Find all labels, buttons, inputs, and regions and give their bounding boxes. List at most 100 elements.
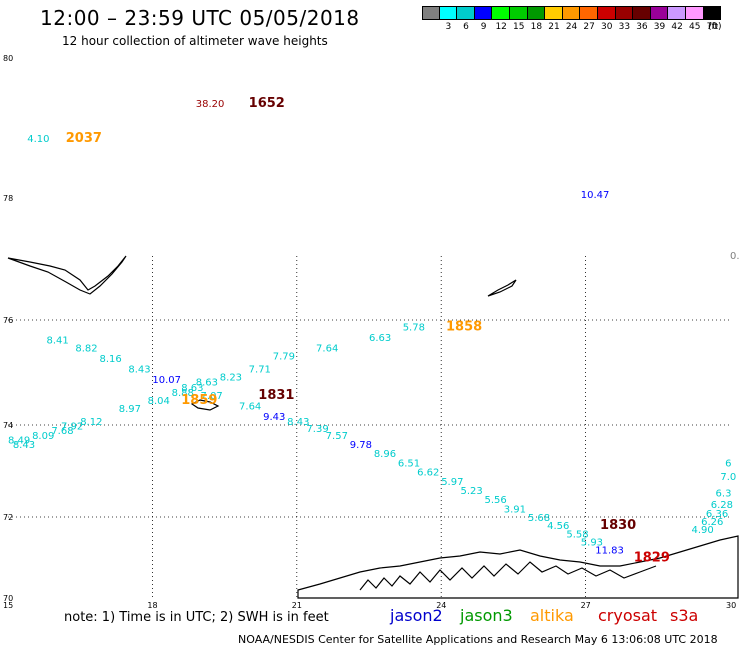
legend-label: 18 — [530, 22, 543, 32]
legend-label: 30 — [601, 22, 613, 32]
units-note: note: 1) Time is in UTC; 2) SWH is in fe… — [64, 610, 329, 625]
wave-height-label: 8.63 — [181, 383, 203, 394]
wave-height-label: 9.43 — [263, 412, 285, 423]
pass-time-label: 1858 — [446, 320, 482, 335]
longitude-label: 27 — [581, 601, 591, 610]
wave-height-label: 8.97 — [119, 404, 141, 415]
wave-height-label: 8.88 — [172, 388, 194, 399]
legend-swatch — [597, 6, 616, 20]
legend-swatch — [685, 6, 704, 20]
wave-height-label: 3.91 — [504, 504, 526, 515]
wave-height-label: 0.5 — [730, 251, 740, 262]
latitude-label: 78 — [3, 194, 13, 203]
legend-swatch — [509, 6, 528, 20]
legend-swatch — [457, 6, 475, 20]
satellite-name: cryosat — [598, 606, 658, 625]
pass-time-label: 1652 — [249, 96, 285, 111]
coastlines — [7, 255, 739, 599]
wave-height-label: 10.07 — [152, 375, 181, 386]
wave-height-label: 6 — [725, 458, 731, 469]
wave-height-label: 6.26 — [701, 517, 723, 528]
legend-label: 21 — [548, 22, 560, 32]
longitude-label: 30 — [726, 601, 736, 610]
satellite-name: altika — [530, 606, 574, 625]
legend-label: 24 — [565, 22, 578, 32]
wave-height-label: 6.51 — [398, 458, 420, 469]
wave-height-label: 6.62 — [417, 468, 439, 479]
legend-swatch — [492, 6, 510, 20]
legend-swatch — [650, 6, 669, 20]
pass-time-label: 2037 — [66, 131, 102, 146]
longitude-label: 21 — [292, 601, 302, 610]
wave-height-label: 5.68 — [528, 513, 550, 524]
legend-label: 39 — [653, 22, 666, 32]
map-title: 12:00 – 23:59 UTC 05/05/2018 — [40, 6, 360, 30]
latitude-label: 74 — [3, 421, 13, 430]
legend-label: 6 — [463, 22, 469, 32]
legend-swatch — [703, 6, 722, 20]
wave-height-label: 8.82 — [75, 344, 97, 355]
wave-height-label: 5.93 — [581, 537, 603, 548]
wave-height-label: 5.97 — [441, 477, 463, 488]
wave-height-label: 7.39 — [306, 424, 328, 435]
legend-label: 33 — [618, 22, 631, 32]
wave-height-label: 5.58 — [566, 529, 588, 540]
wave-height-label: 8.63 — [196, 378, 218, 389]
wave-height-label: 8.96 — [374, 449, 396, 460]
color-legend — [422, 6, 722, 20]
legend-swatch — [562, 6, 581, 20]
wave-height-label: 6.3 — [716, 488, 732, 499]
legend-label: 70 — [706, 22, 719, 32]
wave-height-label: 8.09 — [32, 431, 54, 442]
legend-label: 15 — [513, 22, 525, 32]
legend-label: 42 — [671, 22, 683, 32]
wave-height-label: 7.57 — [326, 431, 348, 442]
satellite-name: jason3 — [460, 606, 513, 625]
norway-fjords — [359, 561, 657, 591]
satellite-name: s3a — [670, 606, 699, 625]
wave-height-label: 7.0 — [720, 472, 736, 483]
wave-height-label: 7.68 — [51, 426, 73, 437]
longitude-label: 15 — [3, 601, 13, 610]
legend-label: 9 — [480, 22, 487, 32]
wave-height-label: 6.28 — [711, 500, 733, 511]
wave-height-label: 4.90 — [691, 525, 713, 536]
credits-footer: NOAA/NESDIS Center for Satellite Applica… — [238, 633, 718, 646]
wave-height-label: 8.04 — [148, 396, 170, 407]
wave-height-label: 9.78 — [350, 440, 372, 451]
legend-swatch — [422, 6, 440, 20]
legend-swatch — [439, 6, 458, 20]
latitude-label: 76 — [3, 316, 13, 325]
wave-height-label: 7.92 — [61, 422, 83, 433]
wave-height-label: 6.63 — [369, 333, 391, 344]
wave-observations: 38.20 1652 4.10 2037 10.47 0.5 5.78 1858 6.63 8.4… — [8, 96, 740, 566]
wave-height-label: 5.56 — [485, 495, 507, 506]
pass-time-label: 1829 — [634, 551, 670, 566]
wave-height-label: 4.10 — [27, 134, 49, 145]
longitude-label: 24 — [436, 601, 446, 610]
wave-height-label: 11.83 — [595, 545, 624, 556]
norway-coast — [297, 535, 739, 599]
legend-label: 36 — [636, 22, 648, 32]
satellite-name: jason2 — [390, 606, 443, 625]
wave-height-label: 5.78 — [403, 323, 425, 334]
legend-unit: (ft) — [708, 22, 722, 32]
latitude-label: 70 — [3, 594, 13, 603]
kong-karls-land — [487, 279, 517, 297]
wave-height-label: 8.12 — [80, 417, 102, 428]
legend-label: 45 — [688, 22, 701, 32]
wave-height-label: 7.07 — [201, 391, 223, 402]
legend-swatch — [615, 6, 634, 20]
pass-time-label: 1859 — [181, 393, 217, 408]
legend-swatch — [474, 6, 493, 20]
wave-height-label: 8.49 — [8, 435, 30, 446]
wave-height-label: 8.23 — [220, 372, 242, 383]
wave-height-label: 8.43 — [13, 440, 35, 451]
map-subtitle: 12 hour collection of altimeter wave hei… — [62, 34, 328, 48]
legend-swatch — [633, 6, 651, 20]
legend-label: 27 — [583, 22, 595, 32]
legend-swatch — [527, 6, 546, 20]
legend-label: 12 — [495, 22, 507, 32]
pass-time-label: 1830 — [600, 518, 636, 533]
